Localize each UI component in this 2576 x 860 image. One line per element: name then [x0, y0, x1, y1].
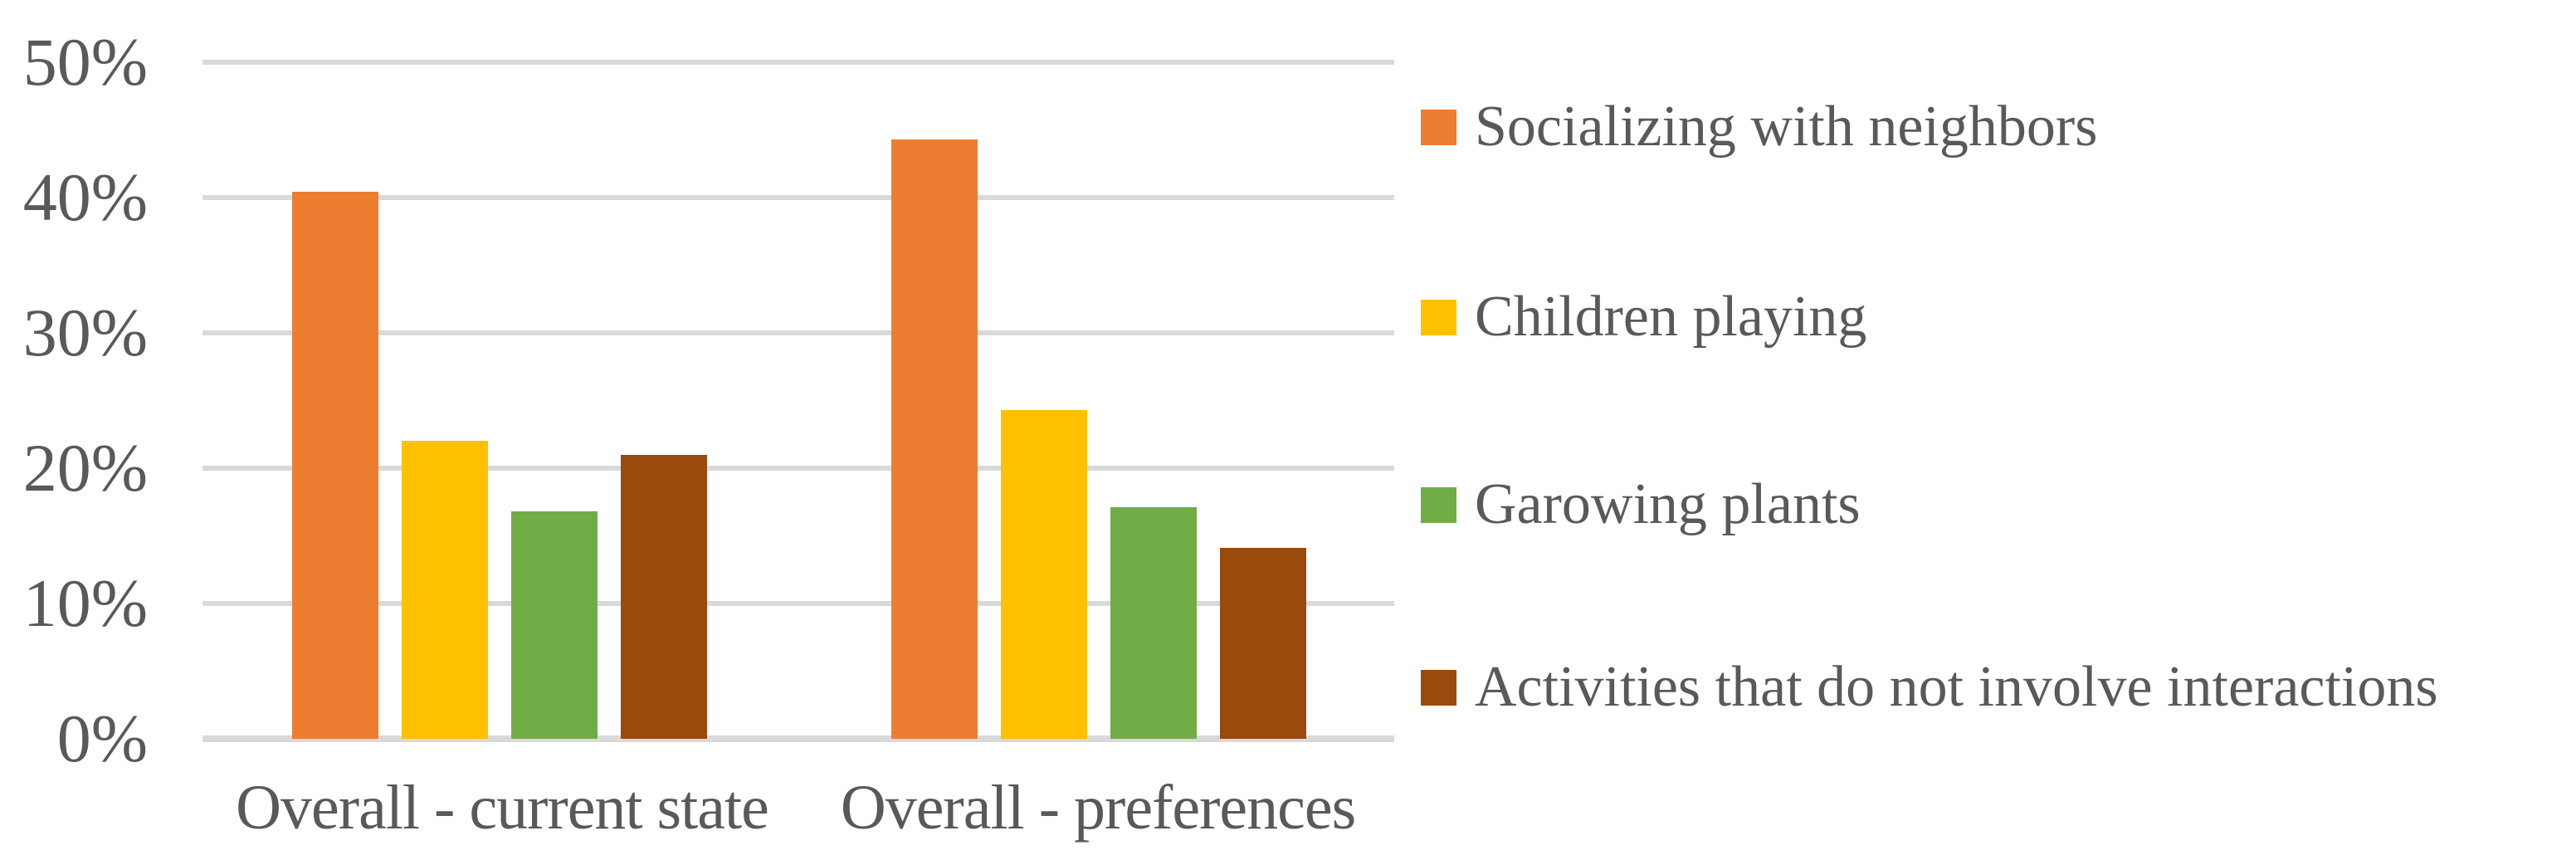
bar-series2-category1 [402, 441, 488, 739]
legend-swatch-icon [1421, 486, 1456, 523]
legend-label: Children playing [1475, 285, 1867, 349]
legend-label: Socializing with neighbors [1475, 95, 2098, 159]
bar-series3-category2 [1110, 507, 1197, 739]
x-axis-category-label: Overall - current state [236, 773, 769, 843]
bar-series1-category2 [891, 139, 978, 739]
x-axis-baseline [202, 735, 1394, 742]
y-axis-tick-label: 50% [22, 24, 148, 100]
gridline [202, 601, 1394, 606]
gridline [202, 466, 1394, 471]
y-axis-tick-label: 10% [22, 565, 148, 641]
legend-label: Garowing plants [1475, 472, 1861, 536]
legend-swatch-icon [1421, 669, 1456, 706]
bar-series1-category1 [292, 192, 378, 739]
legend-item: Garowing plants [1421, 476, 1861, 534]
gridline [202, 60, 1394, 65]
legend-swatch-icon [1421, 299, 1456, 335]
y-axis-tick-label: 40% [22, 159, 148, 235]
legend-label: Activities that do not involve interacti… [1475, 655, 2438, 719]
x-axis-category-label: Overall - preferences [840, 773, 1356, 843]
gridline [202, 195, 1394, 200]
legend-swatch-icon [1421, 109, 1456, 145]
legend-item: Children playing [1421, 288, 1866, 346]
bar-series2-category2 [1001, 410, 1087, 739]
legend-item: Socializing with neighbors [1421, 98, 2097, 156]
gridline [202, 330, 1394, 335]
bar-series3-category1 [511, 511, 598, 739]
y-axis-tick-label: 0% [56, 701, 148, 776]
y-axis-tick-label: 30% [22, 295, 148, 370]
legend-item: Activities that do not involve interacti… [1421, 658, 2438, 716]
bar-series4-category2 [1220, 548, 1306, 739]
bar-series4-category1 [621, 455, 707, 739]
y-axis-tick-label: 20% [22, 430, 148, 506]
